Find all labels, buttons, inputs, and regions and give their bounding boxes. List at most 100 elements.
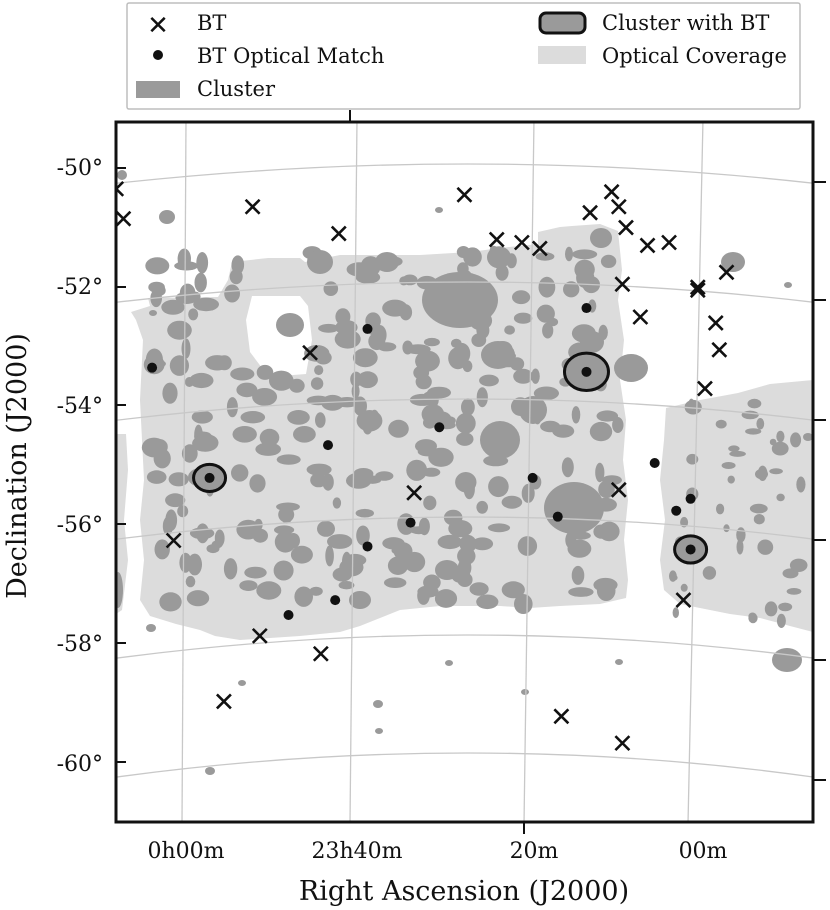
cluster-ellipse <box>784 282 792 288</box>
cluster-ellipse <box>189 372 214 389</box>
cluster-ellipse <box>415 350 440 372</box>
cluster-ellipse <box>495 264 509 281</box>
dec-grid-line <box>116 516 813 540</box>
cluster-ellipse <box>589 421 613 442</box>
cluster-ellipse <box>769 468 783 475</box>
cluster-ellipse <box>289 378 305 393</box>
cluster-ellipse <box>274 525 295 535</box>
cluster-ellipse <box>721 462 736 469</box>
dec-grid-line <box>116 398 813 421</box>
cluster-ellipse <box>776 493 785 502</box>
cluster-ellipse <box>593 577 618 592</box>
cluster-ellipse <box>231 464 249 482</box>
cluster-ellipse <box>455 472 477 493</box>
cluster-ellipse <box>749 503 768 514</box>
dec-grid-line <box>116 634 813 659</box>
cluster-ellipse <box>165 493 186 508</box>
legend-cluster-swatch <box>136 81 180 98</box>
cluster-ellipse <box>357 371 378 389</box>
cluster-ellipse <box>423 495 437 511</box>
cluster-ellipse <box>309 586 323 596</box>
bt-cross <box>675 592 692 609</box>
cluster-ellipse <box>463 247 482 267</box>
cluster-ellipse <box>756 418 765 430</box>
cluster-ellipse <box>776 430 785 443</box>
bt-optical-dot <box>362 323 373 334</box>
cluster-ellipse <box>552 424 575 438</box>
cluster-ellipse <box>715 419 727 429</box>
cluster-ellipse <box>317 520 335 537</box>
cluster-ellipse <box>287 410 310 425</box>
cluster-ellipse <box>355 270 381 284</box>
cluster-ellipse <box>117 170 127 180</box>
cluster-ellipse <box>188 308 199 321</box>
bt-optical-dot <box>649 458 660 469</box>
bt-optical-dot <box>434 422 445 433</box>
cluster-ellipse <box>672 607 679 619</box>
bt-cross <box>614 276 631 293</box>
cluster-ellipse <box>796 476 806 493</box>
cluster-ellipse <box>423 337 440 347</box>
cluster-ellipse <box>196 251 209 274</box>
cluster-ellipse <box>489 245 498 255</box>
cluster-ellipse <box>727 475 735 484</box>
cluster-ellipse <box>232 426 257 443</box>
legend-label-bt: BT <box>197 11 226 35</box>
cluster-ellipse <box>538 276 556 298</box>
y-axis-title: Declination (J2000) <box>2 333 33 599</box>
bt-optical-dot <box>330 595 341 606</box>
cluster-ellipse <box>479 374 499 387</box>
cluster-ellipse <box>680 583 688 592</box>
cluster-ellipse <box>453 342 471 365</box>
cluster-ellipse <box>325 545 334 567</box>
y-tick-label: -54° <box>57 394 103 419</box>
legend-label-optical: Optical Coverage <box>602 44 787 68</box>
cluster-ellipse <box>772 648 802 672</box>
cluster-ellipse <box>205 767 215 775</box>
cluster-ellipse <box>501 495 523 509</box>
bt-optical-dot <box>581 303 592 314</box>
cluster-ellipse <box>230 367 255 381</box>
cluster-ellipse <box>338 581 355 590</box>
bt-cross <box>689 282 706 299</box>
cluster-ellipse <box>729 450 746 457</box>
cluster-ellipse <box>149 310 157 316</box>
bt-cross <box>639 237 656 254</box>
bt-optical-dot <box>323 440 334 451</box>
cluster-ellipse <box>480 421 520 459</box>
cluster-ellipse <box>146 624 156 632</box>
cluster-ellipse <box>332 567 352 582</box>
cluster-ellipse <box>294 586 314 607</box>
cluster-ellipse <box>565 246 573 262</box>
bt-layer <box>116 180 735 752</box>
cluster-ellipse <box>519 396 547 424</box>
cluster-ellipse <box>145 257 170 275</box>
bt-optical-dot <box>362 541 373 552</box>
bt-cross <box>632 309 649 325</box>
cluster-ellipse <box>179 283 196 303</box>
ra-grid-line <box>687 122 704 822</box>
bt-cross <box>488 231 505 248</box>
cluster-ellipse <box>238 680 246 686</box>
cluster-ellipse <box>476 500 489 514</box>
cluster-ellipse <box>214 529 225 547</box>
bt-cross <box>531 240 548 257</box>
cluster-ellipse <box>786 588 802 595</box>
cluster-ellipse <box>513 312 533 324</box>
bt-cross <box>244 198 261 215</box>
cluster-ellipse <box>256 581 282 600</box>
cluster-ellipse <box>346 472 372 489</box>
cluster-ellipse <box>580 331 604 353</box>
cluster-ellipse <box>764 601 778 617</box>
cluster-ellipse <box>362 417 373 435</box>
dec-grid-line <box>116 163 813 185</box>
cluster-ellipse <box>476 321 490 339</box>
cluster-ellipse <box>314 365 324 376</box>
cluster-ellipse <box>511 290 531 305</box>
cluster-ellipse <box>748 612 757 621</box>
cluster-ellipse <box>455 412 476 434</box>
cluster-ellipse <box>332 497 342 509</box>
cluster-ellipse <box>177 248 191 270</box>
x-tick-label: 0h00m <box>147 839 224 864</box>
cluster-ellipse <box>422 272 498 328</box>
